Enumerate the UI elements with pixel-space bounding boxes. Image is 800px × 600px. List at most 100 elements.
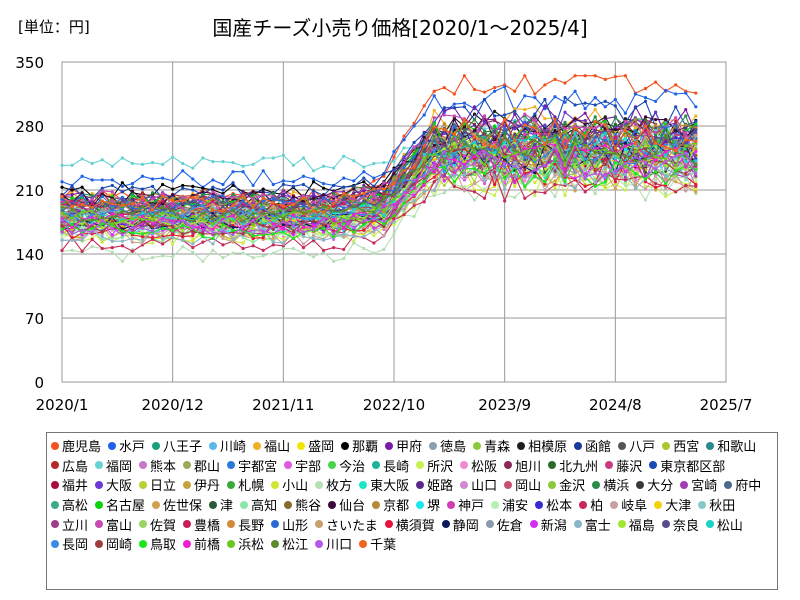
data-point — [402, 196, 406, 200]
data-point — [452, 141, 456, 145]
data-point — [130, 182, 135, 186]
data-point — [553, 186, 557, 190]
data-point — [130, 249, 135, 253]
data-point — [231, 192, 235, 197]
data-point — [543, 128, 547, 133]
data-point — [120, 195, 124, 199]
data-point — [100, 158, 104, 162]
data-point — [201, 156, 205, 160]
data-point — [150, 203, 155, 207]
data-point — [342, 235, 346, 239]
data-point — [664, 194, 668, 198]
data-point — [321, 230, 326, 234]
data-point — [120, 235, 124, 240]
data-point — [523, 158, 527, 162]
data-point — [513, 195, 517, 199]
data-point — [321, 238, 326, 242]
data-point — [503, 127, 507, 131]
data-point — [281, 246, 285, 251]
data-point — [80, 222, 84, 226]
data-point — [281, 179, 285, 183]
data-point — [432, 129, 436, 134]
data-point — [623, 188, 627, 192]
data-point — [281, 233, 285, 237]
data-point — [694, 174, 698, 178]
data-point — [321, 186, 326, 190]
data-point — [251, 199, 255, 203]
data-point — [251, 208, 255, 212]
data-point — [271, 182, 275, 187]
data-point — [583, 111, 587, 115]
data-point — [392, 171, 396, 176]
data-point — [321, 192, 326, 197]
data-point — [90, 197, 94, 201]
data-point — [603, 105, 607, 109]
data-point — [482, 127, 487, 131]
data-point — [251, 244, 255, 248]
data-point — [462, 154, 467, 158]
data-point — [130, 209, 135, 213]
data-point — [674, 180, 678, 184]
data-point — [281, 200, 285, 204]
data-point — [90, 202, 94, 206]
data-point — [241, 246, 245, 251]
data-point — [231, 181, 235, 185]
data-point — [110, 246, 114, 250]
data-point — [261, 169, 265, 173]
data-point — [301, 174, 306, 178]
data-point — [80, 233, 84, 237]
data-point — [311, 192, 316, 196]
data-point — [643, 99, 648, 103]
data-point — [130, 161, 135, 166]
data-point — [161, 176, 165, 180]
data-point — [251, 226, 255, 230]
data-point — [603, 139, 607, 143]
data-point — [593, 107, 597, 112]
data-point — [563, 138, 567, 142]
data-point — [191, 200, 195, 204]
data-point — [543, 188, 547, 192]
data-point — [633, 118, 638, 122]
data-point — [362, 176, 366, 180]
data-point — [412, 160, 416, 164]
data-point — [271, 240, 275, 244]
data-point — [694, 114, 698, 118]
data-point — [593, 181, 597, 185]
data-point — [643, 135, 648, 139]
data-point — [271, 243, 275, 247]
data-point — [291, 163, 295, 167]
data-point — [694, 119, 698, 124]
data-point — [613, 75, 617, 79]
data-point — [221, 188, 225, 192]
data-point — [251, 196, 255, 200]
data-point — [181, 186, 185, 190]
data-point — [161, 182, 165, 187]
data-point — [332, 192, 336, 196]
data-point — [513, 181, 517, 185]
data-point — [342, 154, 346, 158]
data-point — [392, 160, 396, 164]
data-point — [301, 202, 306, 206]
data-point — [412, 214, 416, 219]
data-point — [482, 179, 487, 183]
data-point — [211, 160, 215, 164]
data-point — [402, 160, 406, 165]
data-point — [100, 194, 104, 198]
data-point — [593, 135, 597, 139]
data-point — [382, 171, 386, 176]
data-point — [674, 133, 678, 137]
data-point — [392, 232, 396, 236]
data-point — [90, 161, 94, 166]
data-point — [80, 238, 84, 242]
data-point — [493, 118, 497, 123]
data-point — [221, 204, 225, 209]
data-point — [653, 188, 658, 192]
data-point — [261, 156, 265, 160]
data-point — [261, 248, 265, 252]
data-point — [342, 232, 346, 236]
data-point — [392, 176, 396, 180]
data-point — [140, 187, 145, 191]
data-point — [553, 77, 557, 81]
data-point — [90, 237, 94, 241]
data-point — [140, 229, 145, 233]
